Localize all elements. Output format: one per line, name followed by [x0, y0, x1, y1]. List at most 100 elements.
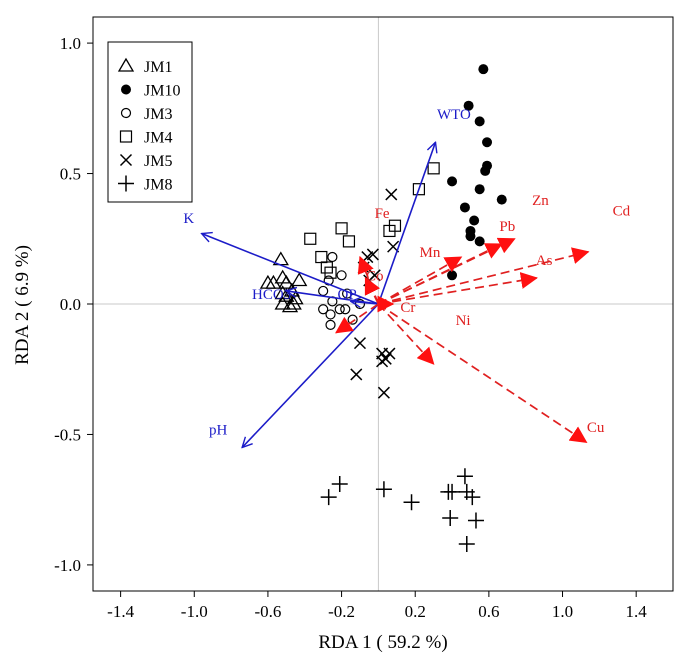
explanatory-label-k: K: [183, 211, 194, 227]
response-label-cu: Cu: [587, 420, 605, 436]
point-jm1: [285, 295, 302, 310]
response-arrow-cd: [378, 247, 590, 305]
point-jm8: [456, 468, 473, 485]
response-arrow-pb: [378, 243, 503, 305]
response-label-pb: Pb: [499, 219, 515, 235]
response-arrow-unlabeled: [335, 303, 379, 334]
point-jm1: [281, 298, 299, 313]
point-jm10: [480, 165, 491, 176]
legend-marker-jm1: [117, 57, 135, 72]
explanatory-label-wto: WTO: [437, 107, 471, 123]
response-arrow-cu: [377, 303, 588, 443]
point-jm5: [379, 352, 392, 365]
explanatory-label-op: OP: [338, 287, 357, 303]
x-tick-label: -1.4: [107, 602, 134, 621]
point-jm5: [353, 337, 367, 350]
point-jm8: [320, 489, 337, 506]
legend-label-jm3: JM3: [144, 106, 172, 123]
point-jm10: [469, 215, 480, 226]
point-jm4: [412, 183, 426, 196]
point-jm3: [325, 309, 336, 320]
legend-marker-jm8: [118, 175, 134, 192]
point-jm5: [350, 368, 363, 381]
point-jm1: [291, 272, 308, 287]
y-axis-title: RDA 2 ( 6.9 %): [12, 245, 33, 365]
response-label-zn: Zn: [532, 193, 549, 209]
point-jm4: [324, 266, 337, 279]
point-jm1: [274, 269, 291, 284]
legend-box: [107, 41, 193, 203]
point-jm10: [478, 64, 489, 75]
legend: JM1 JM10 JM3 JM4 JM5 JM8: [107, 41, 193, 203]
legend-marker-jm5: [119, 153, 133, 167]
response-label-co: Co: [366, 269, 384, 285]
legend-label-jm5: JM5: [144, 153, 172, 170]
point-jm4: [315, 250, 328, 264]
response-label-as: As: [536, 253, 553, 269]
response-label-fe: Fe: [375, 206, 390, 222]
axis-ticks: -1.4 -1.0 -0.6 -0.2 0.2 0.6 1.0 1.4 -1.0 -0.5 0.0 0…: [54, 34, 647, 621]
y-tick-label: 0.0: [60, 295, 81, 314]
point-jm3: [340, 304, 351, 315]
point-jm8: [464, 489, 481, 506]
x-tick-label: -0.2: [328, 602, 355, 621]
response-label-ni: Ni: [456, 313, 471, 329]
point-jm10: [474, 116, 485, 127]
x-tick-label: -0.6: [254, 602, 281, 621]
explanatory-label-ph: pH: [209, 422, 228, 438]
point-jm1: [265, 274, 282, 289]
response-vectors: Cd Zn Pb As Cu Ni Mn Fe Co Cr: [335, 193, 631, 443]
point-jm4: [388, 219, 402, 232]
x-tick-label: 0.6: [478, 602, 499, 621]
point-jm8: [442, 509, 459, 526]
point-jm3: [325, 319, 336, 330]
response-label-cr: Cr: [400, 300, 415, 316]
explanatory-arrow-op: [351, 301, 379, 304]
point-jm10: [465, 231, 476, 242]
point-jm10: [463, 100, 474, 111]
explanatory-vectors: WTO KpH HCO3 OP: [183, 107, 471, 448]
legend-label-jm4: JM4: [144, 130, 172, 147]
point-jm10: [496, 194, 507, 205]
point-jm4: [342, 235, 356, 248]
point-jm8: [331, 476, 348, 493]
point-jm4: [304, 232, 317, 245]
explanatory-arrow-wto: [377, 142, 435, 305]
explanatory-arrow-ph: [242, 303, 379, 448]
point-jm10: [474, 184, 485, 195]
response-arrow-as: [378, 272, 538, 305]
point-jm1: [274, 295, 291, 310]
point-jm10: [447, 270, 458, 281]
legend-label-jm8: JM8: [144, 177, 172, 194]
point-jm3: [318, 304, 329, 315]
point-jm10: [459, 202, 470, 213]
point-jm5: [385, 188, 398, 201]
y-tick-label: -0.5: [54, 425, 81, 444]
point-jm10: [447, 176, 458, 187]
explanatory-arrow-k: [202, 234, 379, 305]
point-jm3: [327, 251, 338, 263]
x-tick-label: 0.2: [405, 602, 426, 621]
point-jm3: [334, 304, 345, 315]
x-tick-label: -1.0: [181, 602, 208, 621]
x-tick-label: 1.4: [626, 602, 648, 621]
y-tick-label: -1.0: [54, 556, 81, 575]
response-arrow-co: [364, 276, 381, 305]
point-jm8: [467, 512, 484, 529]
legend-marker-jm10: [121, 84, 131, 95]
point-jm8: [444, 483, 461, 500]
point-jm4: [335, 222, 348, 235]
y-tick-label: 1.0: [60, 34, 81, 53]
x-axis-title: RDA 1 ( 59.2 %): [318, 632, 447, 653]
y-tick-label: 0.5: [60, 165, 81, 184]
point-jm5: [377, 386, 390, 399]
response-label-cd: Cd: [613, 203, 631, 219]
point-jm8: [403, 494, 420, 511]
explanatory-label-hco3: HCO3: [252, 287, 291, 303]
point-jm8: [375, 481, 392, 498]
point-jm4: [427, 162, 440, 175]
point-jm8: [458, 536, 475, 553]
point-jm10: [482, 137, 493, 148]
response-label-mn: Mn: [420, 245, 441, 261]
